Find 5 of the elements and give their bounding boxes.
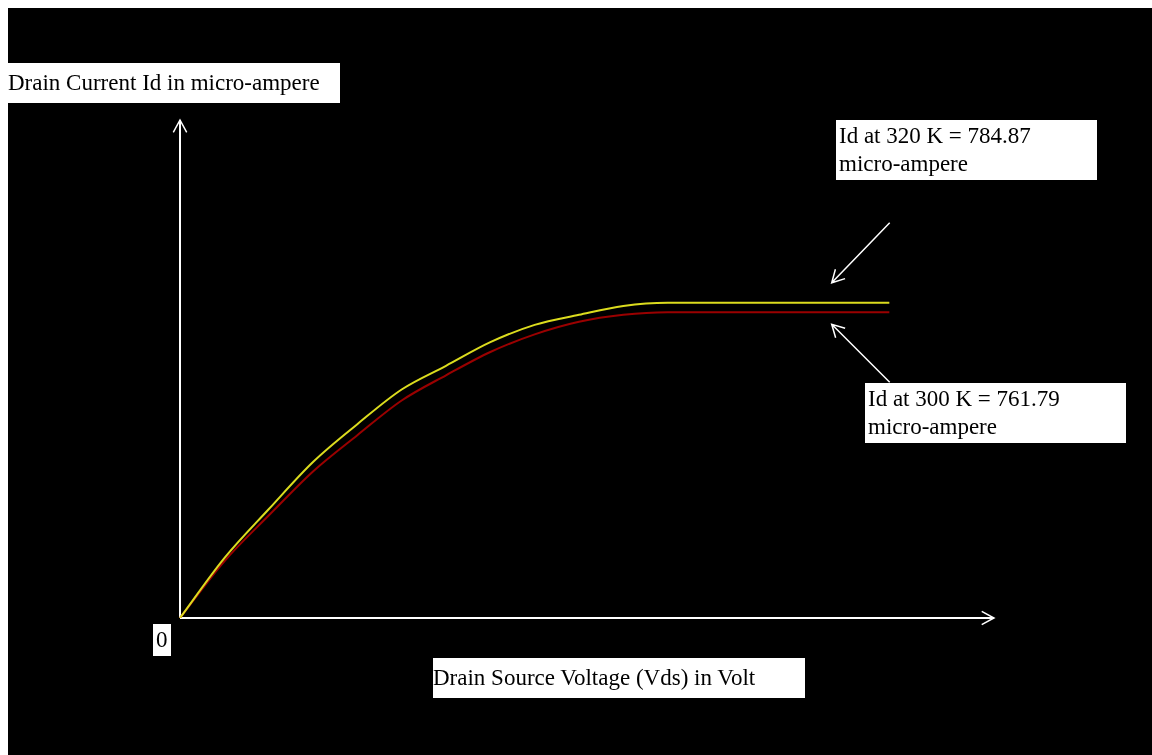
text: 0 (153, 624, 171, 656)
x-axis-title: Drain Source Voltage (Vds) in Volt (433, 658, 806, 698)
annotation: Id at 300 K = 761.79 micro-ampere (865, 383, 1126, 443)
text: Id at 320 K = 784.87 micro-ampere (836, 120, 1097, 180)
text: Drain Current Id in micro-ampere (8, 63, 340, 103)
